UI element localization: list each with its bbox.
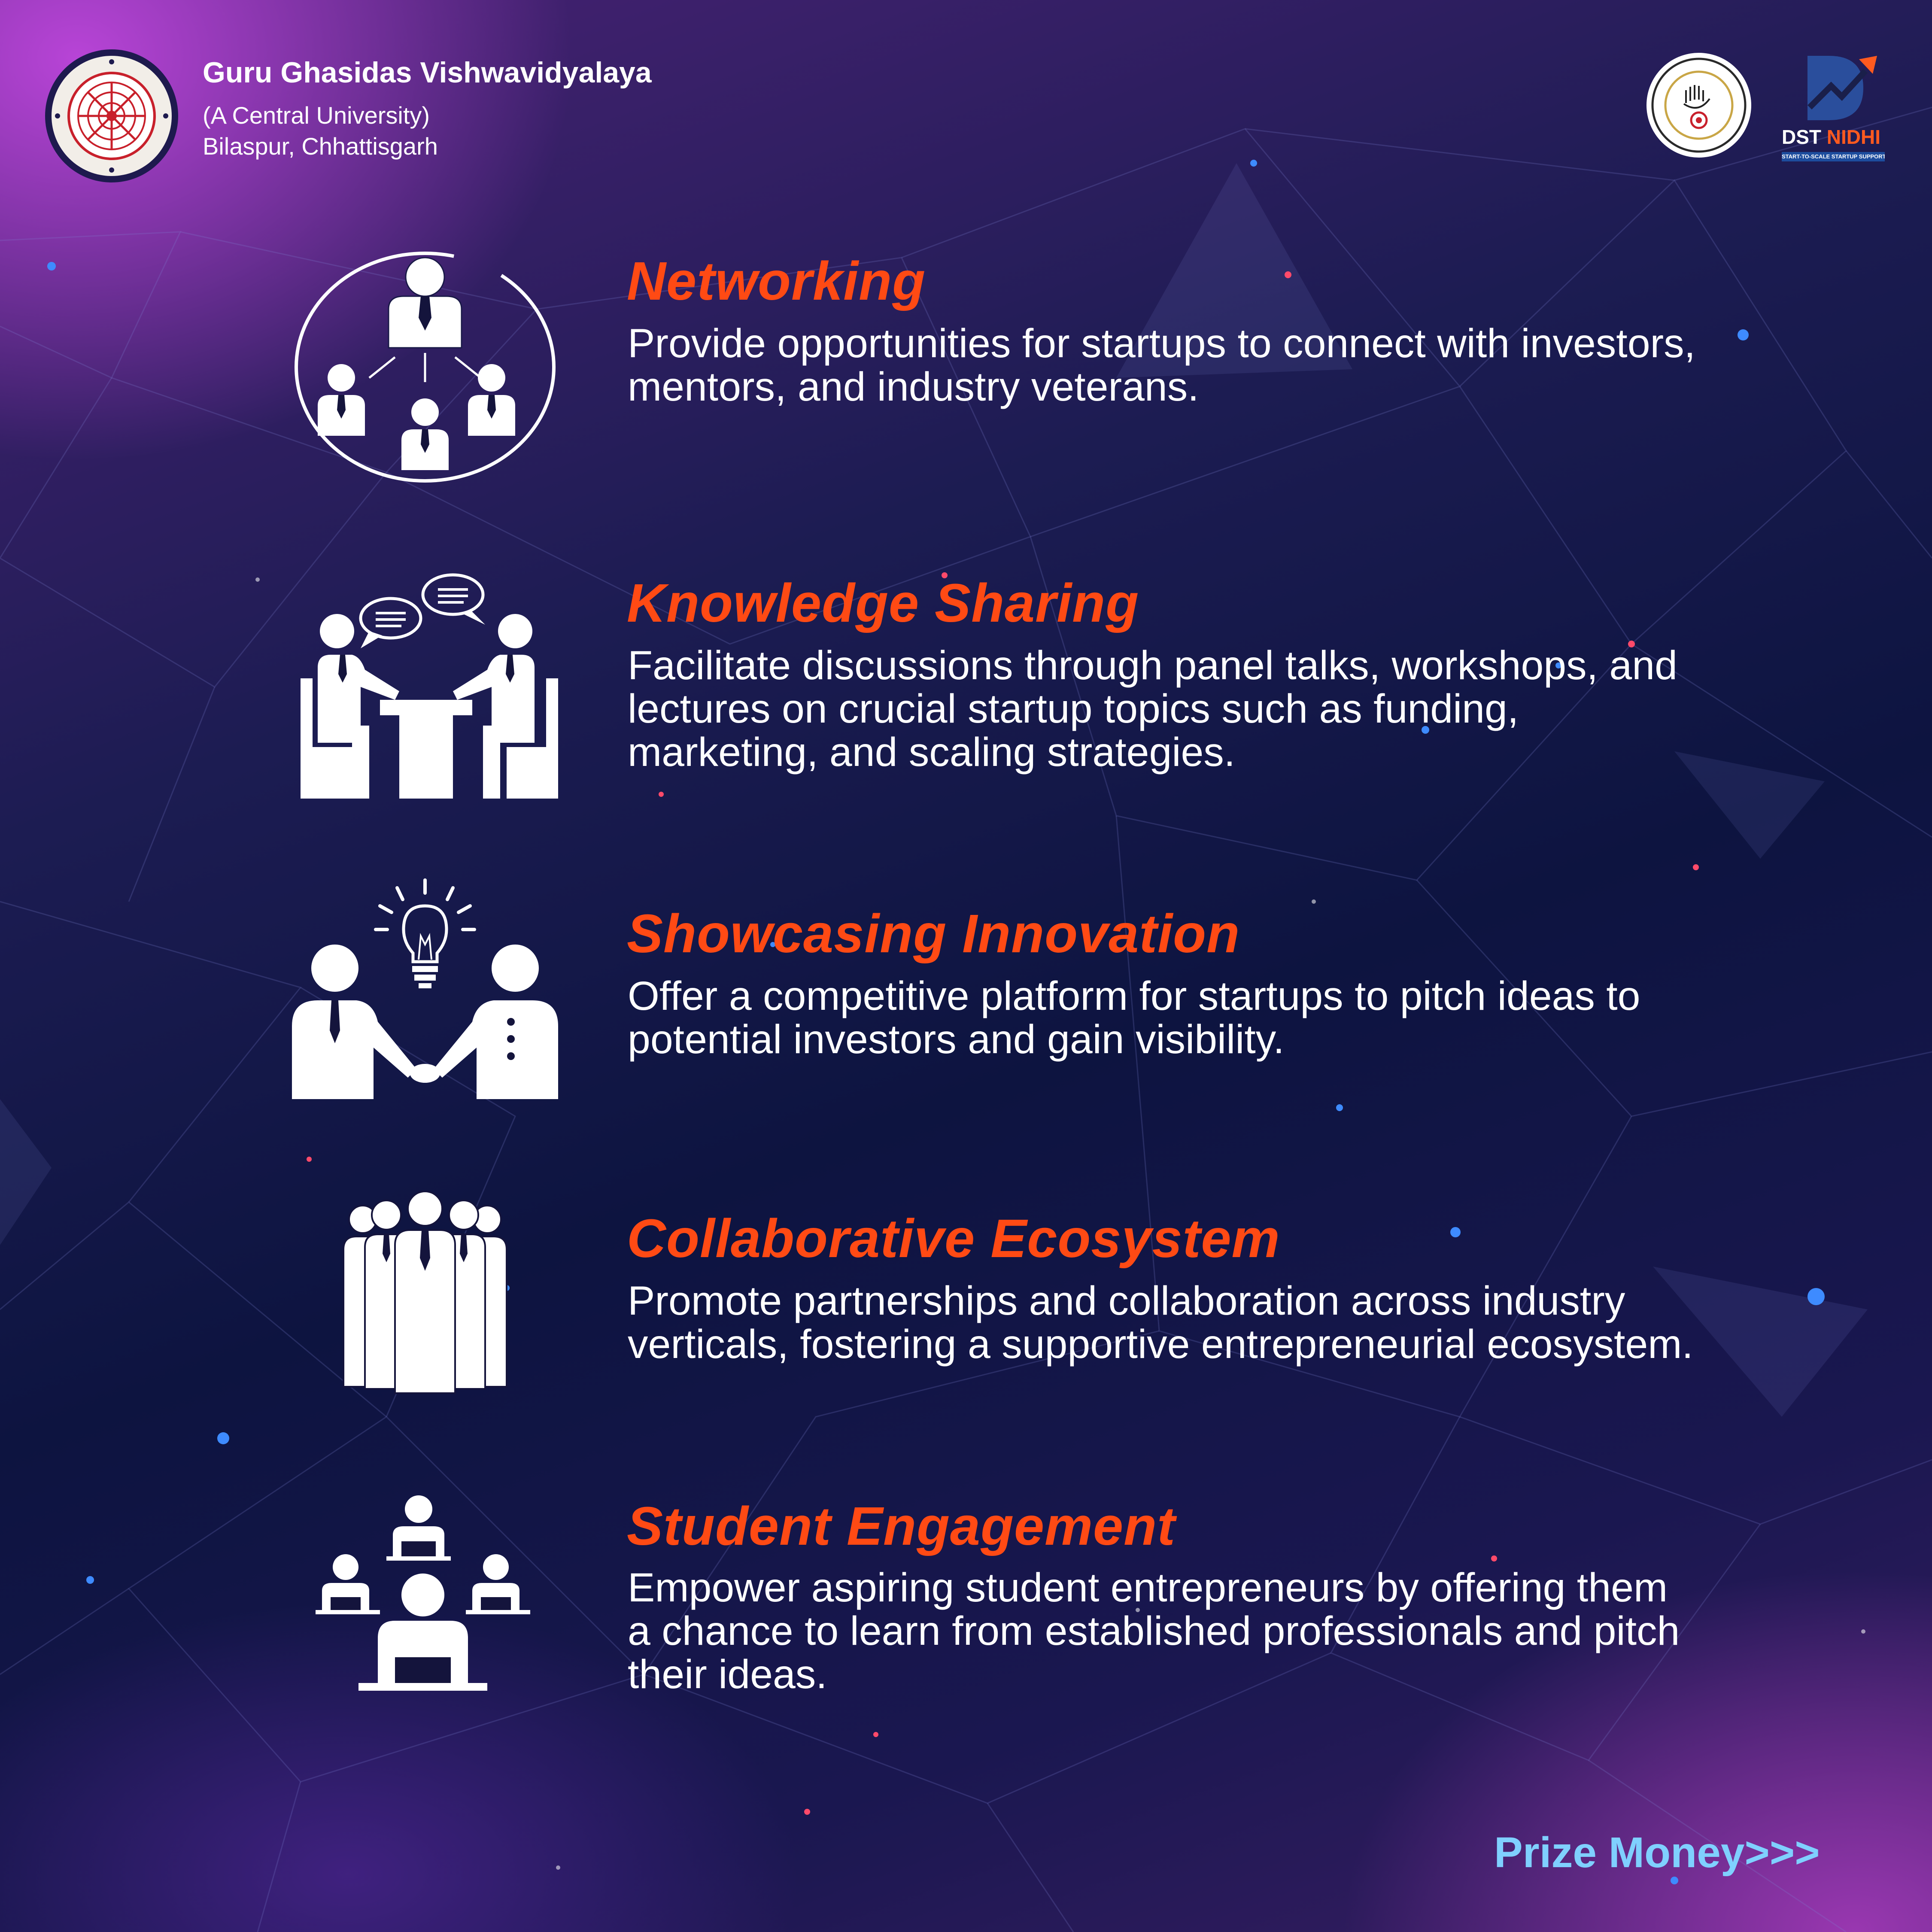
feature-title: Showcasing Innovation	[627, 903, 1240, 964]
feature-title: Collaborative Ecosystem	[627, 1208, 1280, 1269]
students-laptops-icon	[316, 1495, 530, 1691]
feature-title: Networking	[627, 251, 926, 311]
university-type: (A Central University)	[203, 102, 430, 129]
dst-tagline: START-TO-SCALE STARTUP SUPPORT	[1782, 152, 1885, 161]
dst-brand: DST	[1782, 126, 1821, 148]
ggv-startup-foundation-logo	[1646, 53, 1751, 158]
university-location: Bilaspur, Chhattisgarh	[203, 133, 438, 160]
dst-nidhi-wordmark: DST NIDHI	[1782, 125, 1880, 149]
university-logo	[45, 49, 178, 182]
innovation-handshake-icon	[292, 878, 558, 1099]
team-group-icon	[343, 1191, 507, 1394]
feature-description: Offer a competitive platform for startup…	[628, 973, 1640, 1062]
feature-title: Knowledge Sharing	[627, 573, 1139, 633]
feature-description: Facilitate discussions through panel tal…	[628, 643, 1677, 775]
networking-icon	[295, 252, 556, 483]
university-name: Guru Ghasidas Vishwavidyalaya	[203, 56, 652, 89]
nidhi-brand: NIDHI	[1826, 126, 1881, 148]
feature-description: Promote partnerships and collaboration a…	[628, 1278, 1693, 1367]
dst-nidhi-logo	[1807, 56, 1877, 120]
feature-title: Student Engagement	[627, 1496, 1176, 1556]
prize-money-link[interactable]: Prize Money>>>	[1494, 1829, 1820, 1877]
knowledge-sharing-icon	[301, 573, 558, 799]
feature-description: Empower aspiring student entrepreneurs b…	[628, 1565, 1680, 1697]
feature-description: Provide opportunities for startups to co…	[628, 321, 1696, 410]
